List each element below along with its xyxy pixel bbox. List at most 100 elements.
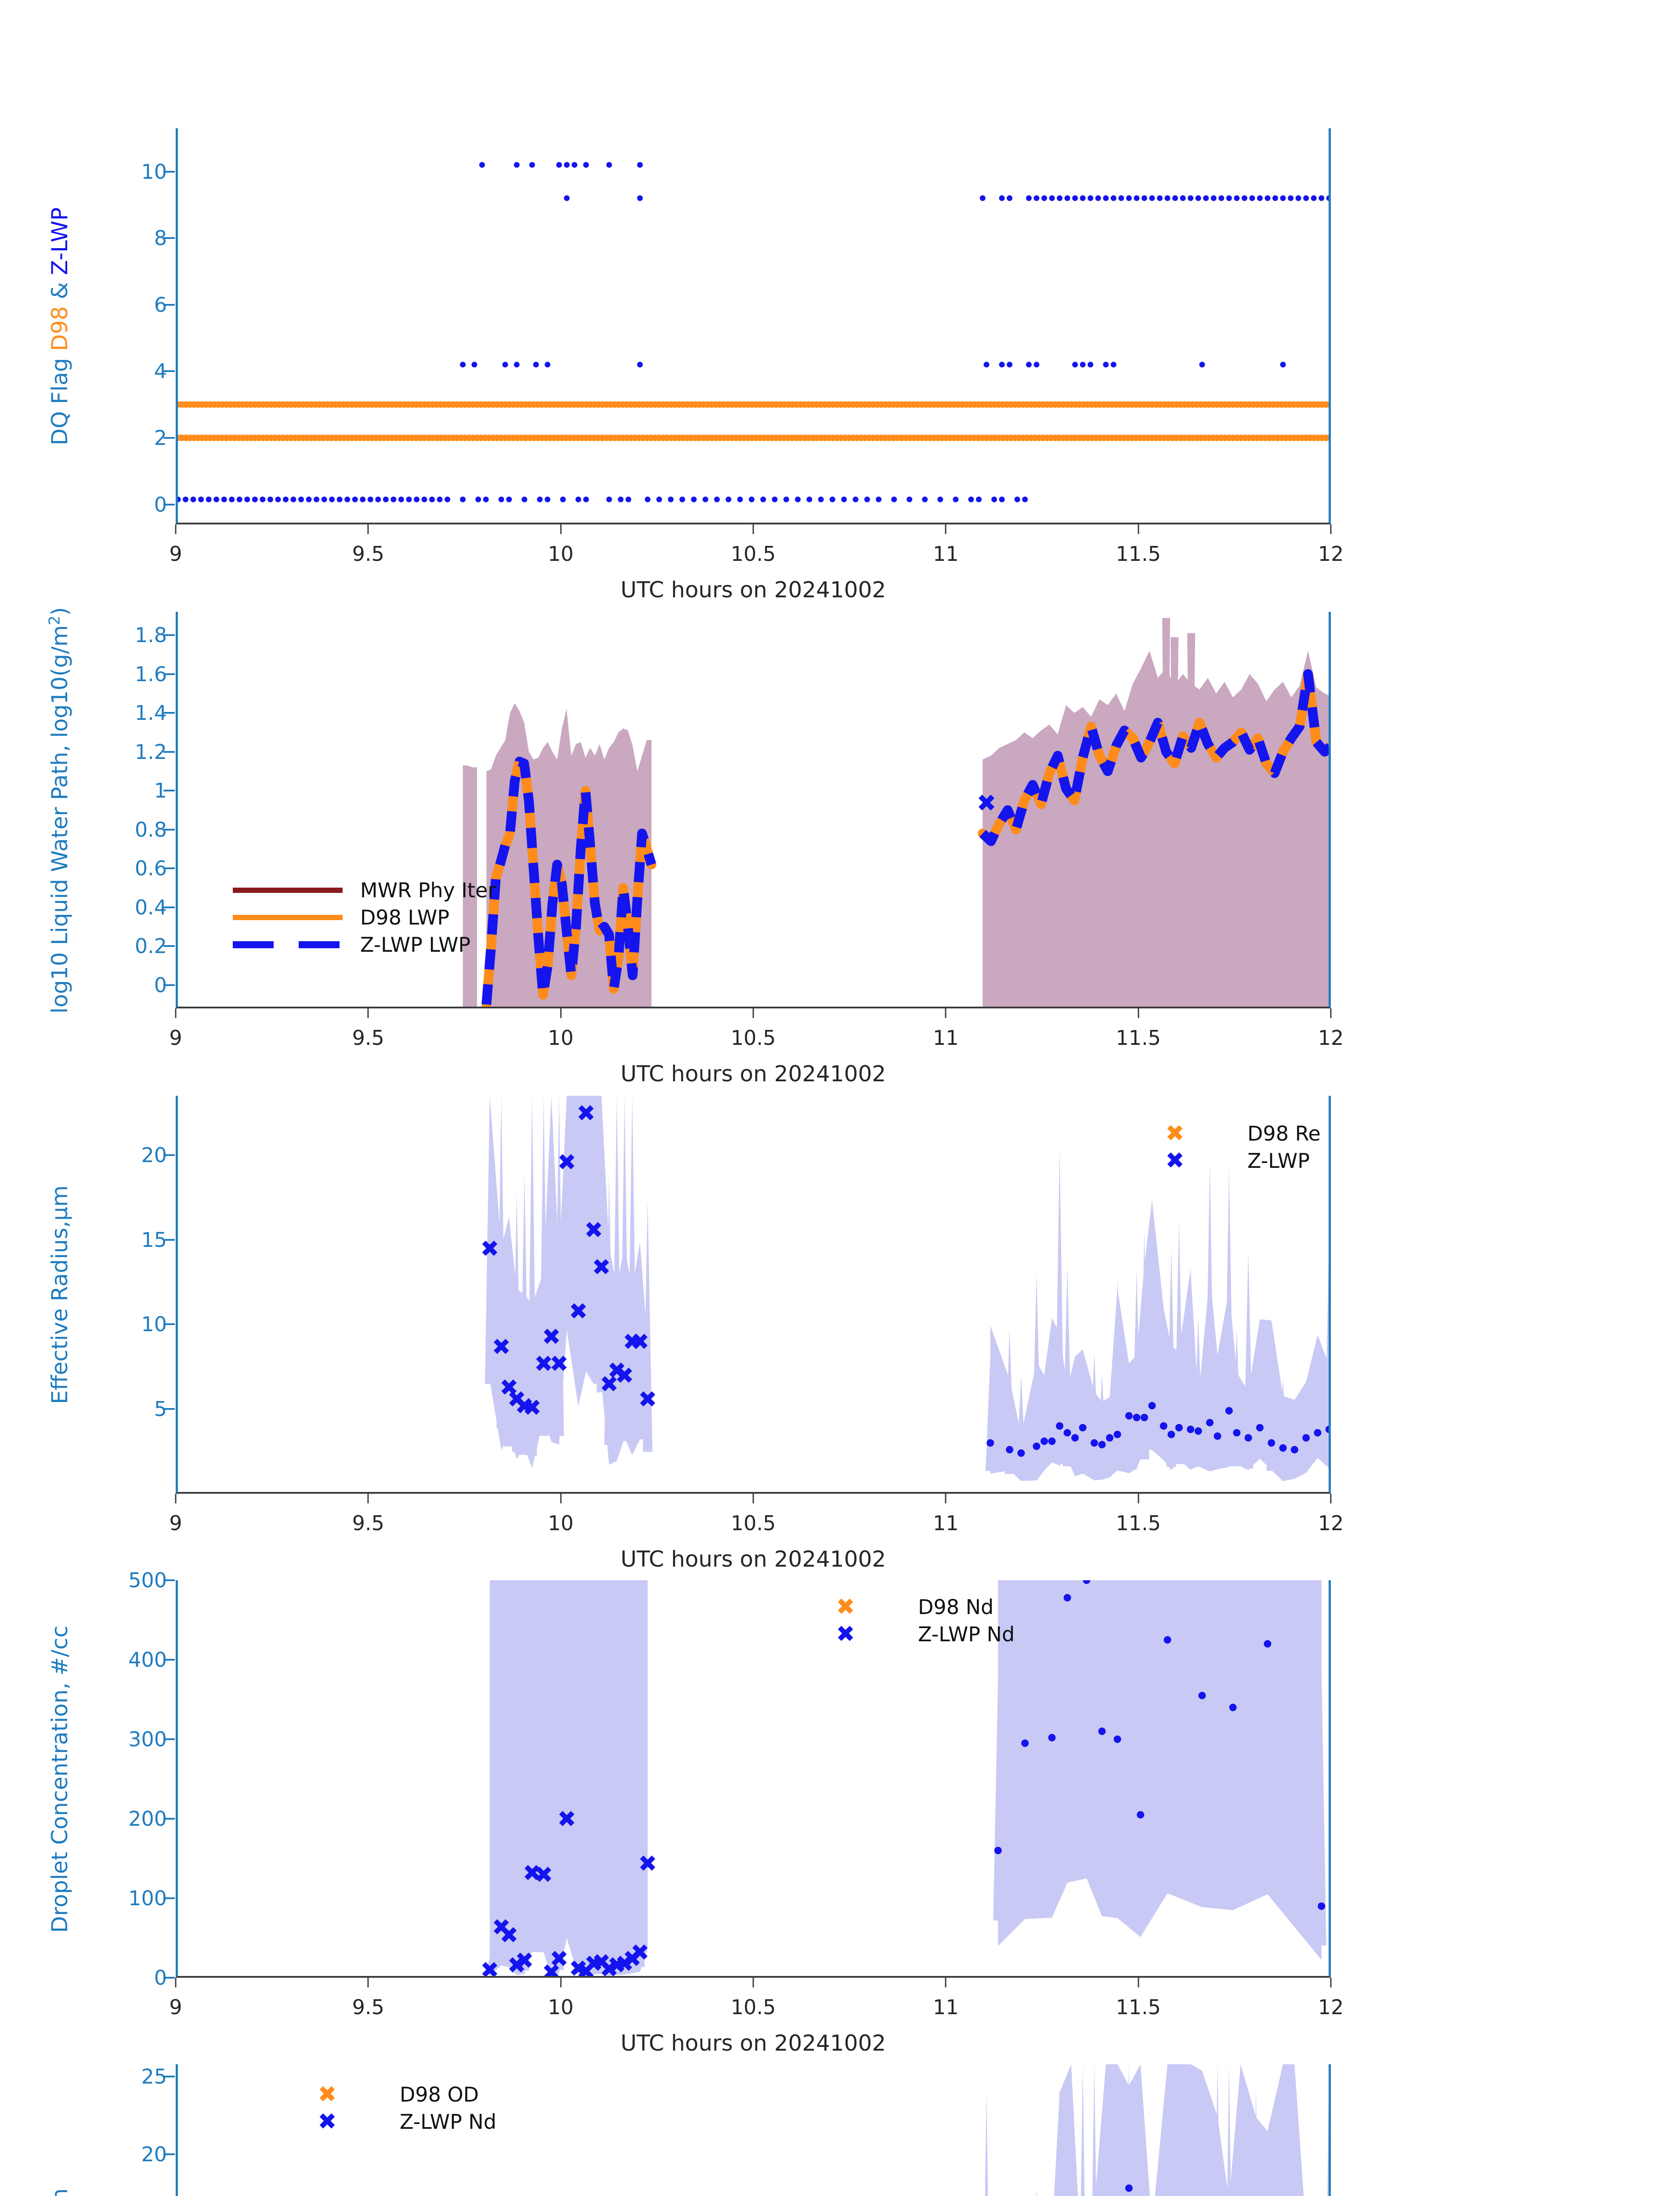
xtick-label-3-0: 9 (169, 1511, 182, 1535)
band-spike (1089, 1353, 1099, 1471)
xtick-label-2-0: 9 (169, 1026, 182, 1050)
z-lwp-dot-marker (1113, 1735, 1121, 1743)
xtick-label-4-4: 11 (933, 1995, 959, 2019)
mwr-uncertainty-band-1 (462, 703, 652, 1007)
z-lwp-x-marker: ✖ (576, 1100, 596, 1127)
xtick-mark-1-2 (560, 524, 562, 534)
uncertainty-band-1 (490, 1096, 648, 1468)
plot-canvas-1 (178, 128, 1329, 523)
z-lwp-dot-marker (1006, 1446, 1014, 1454)
xtick-label-2-2: 10 (548, 1026, 574, 1050)
band-spike (1316, 1666, 1326, 1946)
z-lwp-x-marker: ✖ (534, 1351, 553, 1377)
xtick-label-1-2: 10 (548, 542, 574, 566)
band-spike (1097, 1374, 1107, 1472)
y-axis-label-part-3: Z-LWP (47, 207, 72, 275)
z-lwp-dot-marker (1137, 1811, 1145, 1819)
y-axis-label-3: Effective Radius,μm (47, 1185, 72, 1405)
plot-area-4: ✖ ✖ ✖ ✖ ✖ ✖ ✖ ✖ ✖ ✖ ✖ ✖ ✖ ✖ ✖ ✖ ✖ ✖ ✖ ✖ (176, 1580, 1331, 1978)
plot-canvas-5: ✖✖✖✖✖✖✖✖✖✖✖✖✖✖✖✖✖✖✖✖ (178, 2064, 1329, 2196)
band-spike (1165, 2064, 1170, 2196)
ytick-label-4-3: 300 (128, 1727, 167, 1751)
band-spike (485, 1096, 495, 1384)
xtick-mark-3-1 (367, 1494, 369, 1503)
legend-2: MWR Phy Iter D98 LWP Z-LWP LWP (233, 877, 496, 958)
data-layer-5: ✖✖✖✖✖✖✖✖✖✖✖✖✖✖✖✖✖✖✖✖ (985, 2064, 1329, 2196)
band-spike (1189, 2064, 1192, 2196)
legend-swatch-line-mwr-phy-iter (233, 888, 343, 893)
xtick-mark-3-5 (1138, 1494, 1139, 1503)
z-lwp-x-marker: ✖ (592, 1949, 611, 1976)
band-spike (1047, 1580, 1057, 1870)
z-lwp-dot-marker (1079, 1424, 1087, 1432)
y-axis-label-5: Optical Depth (47, 2189, 72, 2196)
y-axis-label-text: log10 Liquid Water Path, log10(g/m (47, 625, 72, 1014)
z-lwp-x-marker: ✖ (549, 1351, 569, 1377)
legend-swatch-x-d98-nd: ✖ (836, 1594, 855, 1620)
xtick-mark-2-2 (560, 1008, 562, 1018)
xtick-label-3-2: 10 (548, 1511, 574, 1535)
z-lwp-dot-marker (1233, 1429, 1241, 1437)
uncertainty-band-2 (998, 1580, 1322, 1960)
xtick-mark-3-3 (752, 1494, 754, 1503)
ytick-mark-3-2 (163, 1239, 175, 1241)
ytick-mark-2-7 (163, 712, 175, 714)
xtick-label-2-4: 11 (933, 1026, 959, 1050)
z-lwp-dot-marker (1056, 1422, 1064, 1430)
band-spike (1069, 2064, 1073, 2196)
z-lwp-dot-marker (1325, 1426, 1329, 1433)
series-d98-dq-flag-level-2 (178, 434, 1329, 441)
z-lwp-dot-marker (1106, 1434, 1114, 1442)
legend-4: ✖ D98 Nd ✖ Z-LWP Nd (791, 1593, 1015, 1648)
ytick-mark-4-5 (163, 1579, 175, 1581)
z-lwp-dot-marker (1206, 1419, 1214, 1427)
band-spike (1266, 1348, 1276, 1471)
z-lwp-x-marker: ✖ (480, 1958, 499, 1976)
band-spike (1012, 772, 1020, 1007)
ytick-mark-1-4 (163, 237, 175, 239)
ytick-label-2-3: 0.6 (134, 856, 167, 881)
z-lwp-dot-marker (1163, 1636, 1171, 1644)
z-lwp-marker: ✖ (976, 789, 996, 817)
z-lwp-dot-marker (1214, 1432, 1221, 1440)
z-lwp-dot-marker (1048, 1437, 1056, 1445)
z-lwp-dot-marker (1063, 1429, 1071, 1437)
legend-label-z-lwp: Z-LWP (1247, 1149, 1310, 1173)
data-layer-2: ✖ (462, 618, 1329, 1007)
xtick-label-4-1: 9.5 (352, 1995, 384, 2019)
band-spike (1031, 1273, 1041, 1473)
z-lwp-dot-marker (1229, 1704, 1237, 1712)
legend-3: ✖ D98 Re ✖ Z-LWP (1120, 1120, 1321, 1174)
z-lwp-x-marker: ✖ (615, 1951, 634, 1976)
uncertainty-band-1 (490, 1580, 648, 1976)
band-spike (554, 1096, 564, 1436)
band-spike (1004, 1329, 1015, 1474)
z-lwp-x-marker: ✖ (569, 1298, 588, 1325)
band-spike (1112, 728, 1120, 1007)
band-spike (527, 1580, 537, 1932)
z-lwp-x-marker: ✖ (623, 1946, 642, 1972)
ytick-label-5-5: 25 (141, 2065, 167, 2089)
z-lwp-dot-marker (1133, 1414, 1141, 1422)
band-spike (619, 1096, 629, 1441)
band-spike (512, 1193, 522, 1452)
y-axis-label-4: Droplet Concentration, #/cc (47, 1625, 72, 1933)
plot-area-5: ✖✖✖✖✖✖✖✖✖✖✖✖✖✖✖✖✖✖✖✖ (176, 2064, 1331, 2196)
legend-label-d98-lwp: D98 LWP (360, 906, 450, 929)
legend-swatch-x-z-lwp-nd: ✖ (836, 1621, 855, 1647)
ytick-label-2-0: 0 (154, 973, 167, 997)
ytick-mark-4-2 (163, 1818, 175, 1820)
plot-canvas-3: ✖ ✖ ✖ ✖ ✖ ✖ ✖ ✖ ✖ ✖ ✖ ✖ ✖ ✖ ✖ ✖ ✖ ✖ ✖ ✖ (178, 1096, 1329, 1492)
band-spike (627, 1096, 637, 1426)
band-spike (635, 1862, 645, 1967)
uncertainty-band-2 (1036, 2064, 1304, 2196)
band-spike (1296, 702, 1304, 1007)
z-lwp-x-marker: ✖ (623, 1329, 642, 1355)
ytick-label-1-3: 6 (154, 293, 167, 317)
series-d98-dq-flag-level-3 (178, 401, 1329, 408)
ytick-label-3-0: 5 (154, 1397, 167, 1421)
legend-label-z-lwp-nd: Z-LWP Nd (400, 2110, 497, 2134)
xtick-mark-4-4 (945, 1978, 947, 1987)
legend-label-d98-nd: D98 Nd (918, 1595, 994, 1619)
